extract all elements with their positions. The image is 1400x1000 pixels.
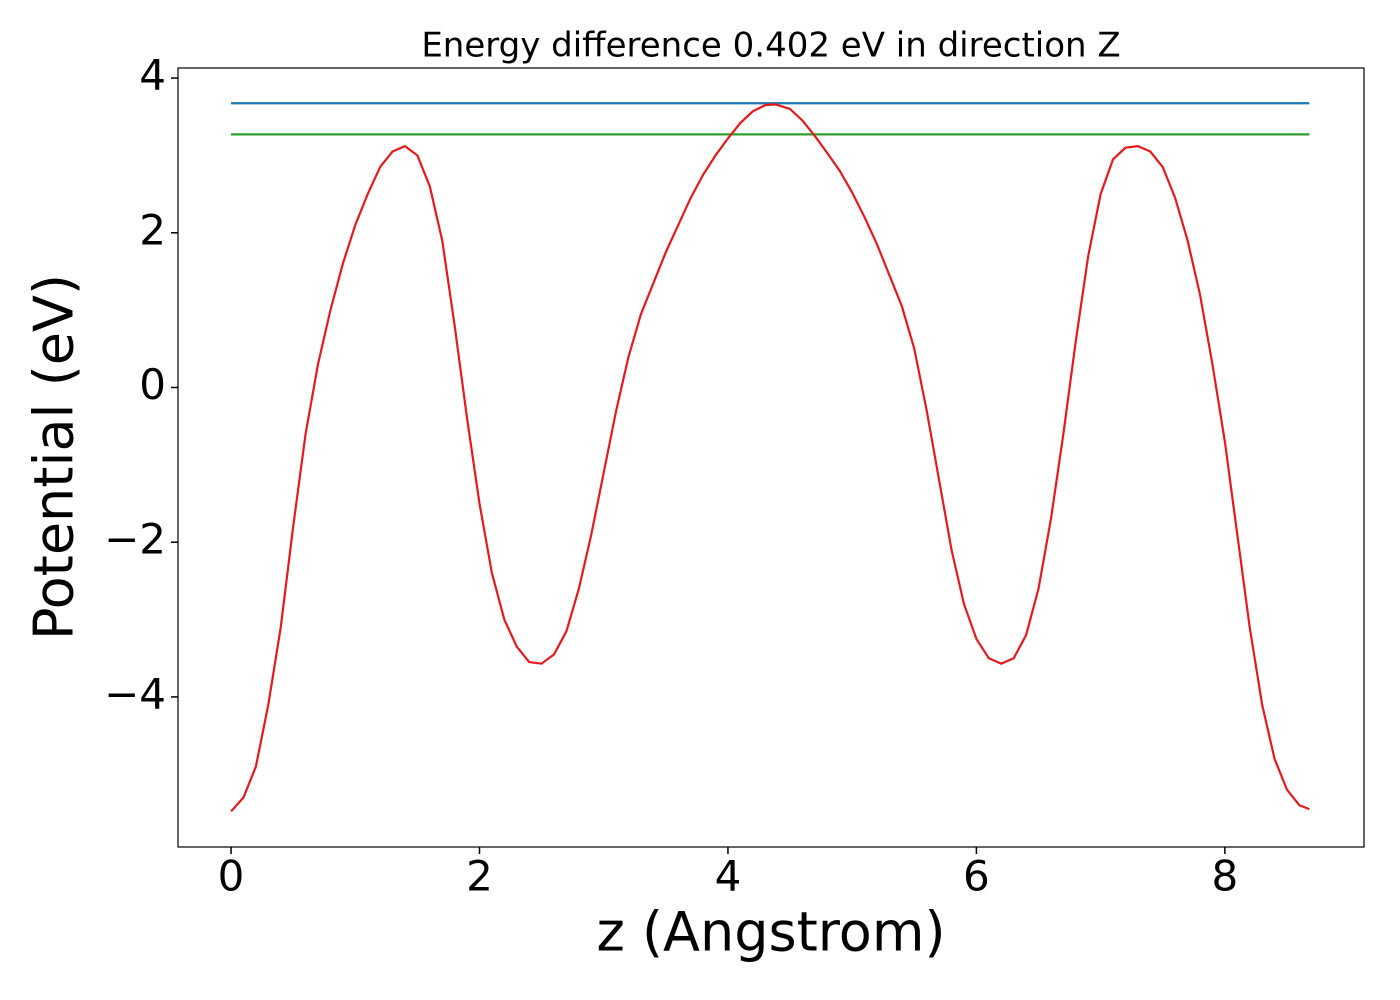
x-tick-label: 6 — [963, 852, 990, 901]
x-tick-label: 8 — [1211, 852, 1238, 901]
x-tick-label: 0 — [218, 852, 245, 901]
plot-frame — [177, 67, 1365, 848]
y-tick-label: −4 — [104, 669, 166, 718]
x-axis-label: z (Angstrom) — [596, 901, 945, 964]
y-tick-label: 2 — [139, 205, 166, 254]
y-axis-label: Potential (eV) — [23, 274, 86, 640]
x-tick-label: 4 — [715, 852, 742, 901]
chart-title: Energy difference 0.402 eV in direction … — [421, 26, 1120, 66]
y-tick-label: 0 — [139, 360, 166, 409]
y-tick-label: −2 — [104, 515, 166, 564]
y-tick-label: 4 — [139, 51, 166, 100]
data-line — [230, 103, 1310, 813]
x-tick-label: 2 — [466, 852, 493, 901]
